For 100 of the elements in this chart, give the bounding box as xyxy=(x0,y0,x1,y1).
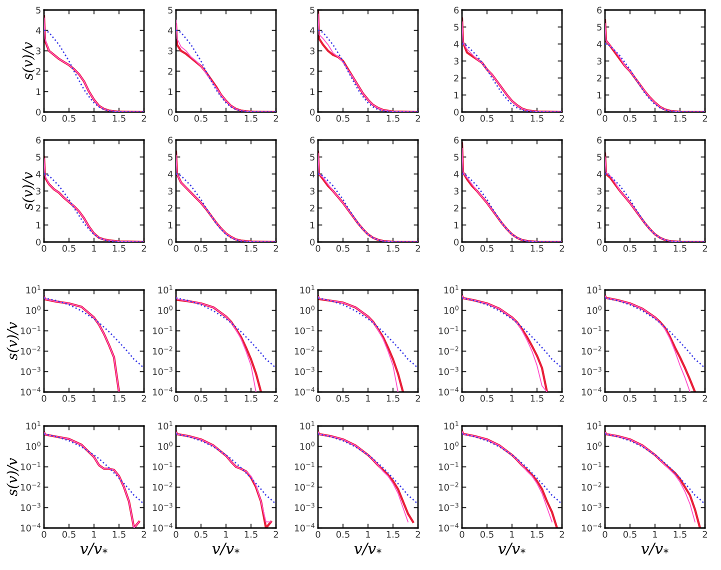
y-tick-label: 2 xyxy=(36,204,40,212)
y-tick-label: 3 xyxy=(310,188,314,195)
y-tick-label: 0 xyxy=(310,108,315,116)
y-tick-label: 10$^{−1}$ xyxy=(582,326,602,334)
x-tick-label: 0.5 xyxy=(480,244,494,252)
y-tick-label: 10$^{−2}$ xyxy=(295,482,314,491)
x-tick-label: 2 xyxy=(274,244,278,252)
x-axis-title: v/v$_{*}$ xyxy=(354,542,382,556)
x-tick-label: 1 xyxy=(510,115,514,122)
y-tick-label: 10$^{−3}$ xyxy=(295,366,314,376)
y-tick-label: 4 xyxy=(168,27,173,34)
x-tick-label: 1 xyxy=(366,245,370,252)
y-tick-label: 10$^{−1}$ xyxy=(21,326,40,334)
y-tick-label: 10$^{0}$ xyxy=(587,306,602,314)
y-tick-label: 1 xyxy=(454,222,458,228)
x-tick-label: 0.5 xyxy=(336,530,350,538)
x-tick-label: 0 xyxy=(42,244,46,252)
y-tick-label: 10$^{−1}$ xyxy=(153,326,172,334)
x-tick-label: 0.5 xyxy=(480,394,494,402)
y-tick-label: 5 xyxy=(168,6,172,14)
y-tick-label: 10$^{−2}$ xyxy=(153,346,172,355)
y-tick-label: 10$^{−3}$ xyxy=(582,366,602,376)
y-tick-label: 10$^{−3}$ xyxy=(21,366,40,376)
y-axis-title: s(v)/v xyxy=(6,322,20,360)
y-tick-label: 10$^{1}$ xyxy=(587,285,602,294)
y-tick-label: 10$^{1}$ xyxy=(300,285,314,294)
y-tick-label: 10$^{−4}$ xyxy=(295,387,315,396)
x-tick-label: 0 xyxy=(174,244,178,252)
y-tick-label: 0 xyxy=(310,238,315,246)
x-tick-label: 0 xyxy=(602,244,608,252)
y-tick-label: 6 xyxy=(454,6,459,14)
y-tick-label: 3 xyxy=(36,48,40,54)
y-tick-label: 10$^{−2}$ xyxy=(21,482,40,491)
y-tick-label: 10$^{−4}$ xyxy=(439,523,459,532)
y-tick-label: 0 xyxy=(36,238,41,246)
y-tick-label: 3 xyxy=(36,188,40,195)
x-tick-label: 0.5 xyxy=(623,394,636,402)
x-tick-label: 0.5 xyxy=(336,114,350,122)
x-tick-label: 0.5 xyxy=(623,114,636,122)
x-tick-label: 0 xyxy=(316,244,320,252)
x-tick-label: 0.5 xyxy=(194,244,208,252)
x-tick-label: 0 xyxy=(602,530,608,538)
x-tick-label: 0.5 xyxy=(336,244,350,252)
x-tick-label: 1.5 xyxy=(112,115,126,122)
y-tick-label: 2 xyxy=(454,204,458,212)
x-tick-label: 0 xyxy=(602,114,608,122)
x-axis-title: v/v$_{*}$ xyxy=(498,542,526,556)
y-tick-label: 2 xyxy=(310,68,314,75)
y-tick-label: 10$^{0}$ xyxy=(26,442,41,450)
y-tick-label: 10$^{−4}$ xyxy=(439,387,459,396)
y-tick-label: 4 xyxy=(310,170,315,178)
x-tick-label: 0 xyxy=(316,114,320,122)
y-tick-label: 4 xyxy=(310,27,315,34)
y-tick-label: 3 xyxy=(168,48,172,54)
y-tick-label: 0 xyxy=(168,108,173,116)
x-tick-label: 1 xyxy=(224,245,228,252)
x-tick-label: 1 xyxy=(366,395,370,402)
y-tick-label: 0 xyxy=(597,108,602,116)
y-tick-label: 10$^{1}$ xyxy=(158,285,172,294)
y-tick-label: 0 xyxy=(454,238,459,246)
y-tick-label: 3 xyxy=(310,48,314,54)
x-tick-label: 1 xyxy=(92,531,96,538)
y-tick-label: 10$^{−1}$ xyxy=(295,326,314,334)
y-tick-label: 3 xyxy=(168,188,172,195)
y-tick-label: 10$^{1}$ xyxy=(444,285,458,294)
x-tick-label: 1 xyxy=(653,395,658,402)
y-tick-label: 2 xyxy=(597,74,602,82)
y-tick-label: 10$^{−2}$ xyxy=(21,346,40,355)
x-tick-label: 0 xyxy=(460,394,464,402)
y-tick-label: 10$^{−2}$ xyxy=(582,346,602,355)
y-tick-label: 6 xyxy=(597,136,602,144)
y-tick-label: 2 xyxy=(310,204,314,212)
y-tick-label: 3 xyxy=(454,188,458,195)
x-tick-label: 1.5 xyxy=(674,245,686,252)
y-tick-label: 10$^{−4}$ xyxy=(153,387,173,396)
x-tick-label: 0 xyxy=(42,114,46,122)
x-tick-label: 0 xyxy=(174,394,178,402)
y-tick-label: 10$^{−4}$ xyxy=(582,523,602,532)
x-tick-label: 1 xyxy=(224,395,228,402)
x-tick-label: 1 xyxy=(510,395,514,402)
y-tick-label: 5 xyxy=(597,24,602,31)
y-tick-label: 10$^{−1}$ xyxy=(153,462,172,470)
y-tick-label: 4 xyxy=(36,27,41,34)
y-tick-label: 5 xyxy=(310,154,314,161)
y-tick-label: 10$^{0}$ xyxy=(587,442,602,450)
y-tick-label: 2 xyxy=(168,204,172,212)
x-tick-label: 2 xyxy=(274,530,278,538)
x-tick-label: 1.5 xyxy=(244,245,258,252)
line-series xyxy=(462,433,562,505)
y-tick-label: 0 xyxy=(36,108,41,116)
y-tick-label: 3 xyxy=(597,188,602,195)
x-tick-label: 1 xyxy=(653,531,658,538)
line-series xyxy=(44,433,144,505)
y-tick-label: 2 xyxy=(597,204,602,212)
x-tick-label: 1 xyxy=(224,115,228,122)
y-tick-label: 6 xyxy=(36,136,41,144)
y-tick-label: 10$^{−4}$ xyxy=(582,387,602,396)
x-tick-label: 2 xyxy=(560,244,564,252)
line-series xyxy=(605,297,705,369)
x-tick-label: 1 xyxy=(92,395,96,402)
